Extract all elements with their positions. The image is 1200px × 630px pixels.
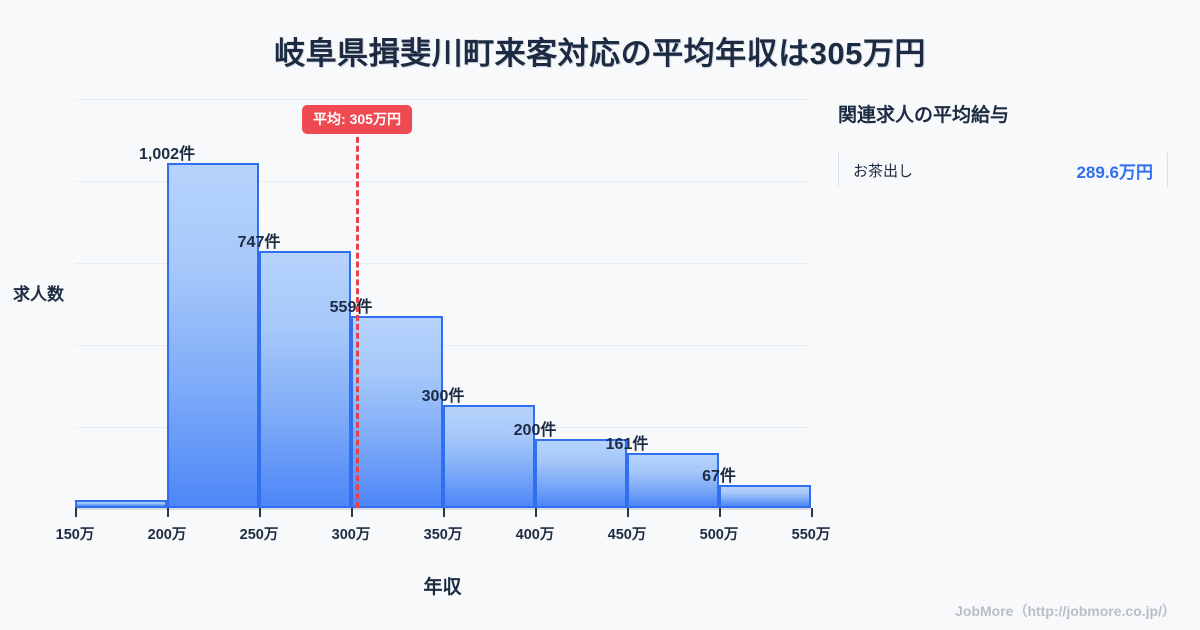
bar-200man[interactable] — [167, 163, 259, 508]
bar-450man[interactable] — [627, 453, 719, 508]
x-axis-tick — [167, 508, 169, 517]
gridline — [75, 181, 810, 182]
bar-150man[interactable] — [75, 500, 167, 508]
x-axis-label-200man: 200万 — [147, 527, 187, 543]
x-axis-tick — [535, 508, 537, 517]
x-axis-tick — [259, 508, 261, 517]
bar-500man[interactable] — [719, 485, 811, 508]
salary-row-name: お茶出し — [853, 162, 914, 180]
x-axis-label-250man: 250万 — [239, 527, 279, 543]
plot-area — [75, 99, 811, 508]
x-axis-tick — [75, 508, 77, 517]
list-item[interactable]: お茶出し 289.6万円 — [838, 153, 1168, 187]
salary-row-value: 289.6万円 — [1076, 162, 1153, 182]
x-axis-tick — [811, 508, 813, 517]
x-axis-label-300man: 300万 — [331, 527, 371, 543]
x-axis-label-400man: 400万 — [515, 527, 555, 543]
bar-value-label: 200件 — [513, 422, 557, 439]
bar-250man[interactable] — [259, 251, 351, 508]
related-salary-title: 関連求人の平均給与 — [838, 105, 1010, 126]
x-axis-label-150man: 150万 — [55, 527, 95, 543]
footer-credit: JobMore（http://jobmore.co.jp/） — [955, 603, 1176, 619]
page-title: 岐阜県揖斐川町来客対応の平均年収は305万円 — [274, 36, 926, 71]
x-axis-line — [75, 508, 810, 510]
x-axis-title: 年収 — [423, 577, 462, 598]
y-axis-title: 求人数 — [13, 285, 64, 304]
bar-value-label: 67件 — [702, 468, 736, 485]
bar-value-label: 747件 — [237, 234, 281, 251]
x-axis-tick — [627, 508, 629, 517]
bar-value-label: 300件 — [421, 388, 465, 405]
x-axis-label-350man: 350万 — [423, 527, 463, 543]
bar-350man[interactable] — [443, 405, 535, 508]
bar-300man[interactable] — [351, 316, 443, 508]
x-axis-tick — [719, 508, 721, 517]
bar-value-label: 161件 — [605, 436, 649, 453]
histogram-chart: 1,002件 747件 559件 300件 200件 161件 67件 150万… — [13, 99, 830, 598]
x-axis-label-450man: 450万 — [607, 527, 647, 543]
x-axis-label-550man: 550万 — [791, 527, 831, 543]
bar-value-label: 1,002件 — [138, 146, 196, 163]
related-salary-panel: 関連求人の平均給与 お茶出し 289.6万円 — [838, 100, 1168, 187]
gridline — [75, 99, 810, 100]
x-axis-label-500man: 500万 — [699, 527, 739, 543]
x-axis-tick — [351, 508, 353, 517]
bar-value-label: 559件 — [329, 299, 373, 316]
average-line — [356, 119, 359, 508]
bar-400man[interactable] — [535, 439, 627, 508]
gridline — [75, 263, 810, 264]
average-badge: 平均: 305万円 — [302, 105, 412, 134]
x-axis-tick — [443, 508, 445, 517]
